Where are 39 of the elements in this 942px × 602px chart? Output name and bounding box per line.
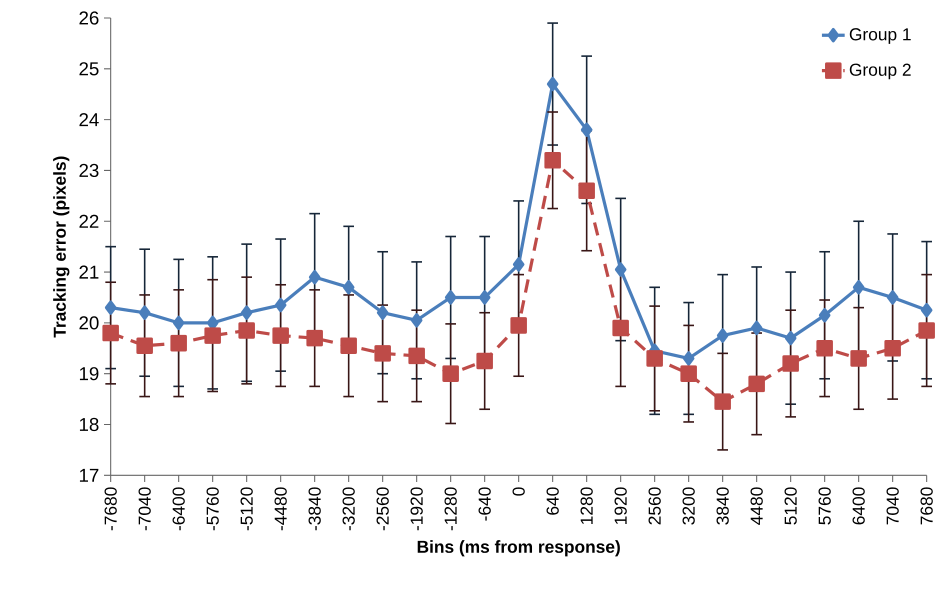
y-tick-label: 20 — [79, 316, 99, 330]
x-tick-label: 2560 — [648, 487, 661, 524]
x-tick-label: -7040 — [138, 487, 151, 530]
x-tick-label: 640 — [546, 487, 559, 515]
x-tick-label: 6400 — [852, 487, 865, 524]
x-tick-label: -4480 — [274, 487, 287, 530]
x-axis-title: Bins (ms from response) — [418, 540, 620, 556]
x-tick-label: 7680 — [920, 487, 933, 524]
x-tick-label: 5120 — [784, 487, 797, 525]
x-tick-label: -3200 — [342, 487, 355, 530]
x-tick-label: 7040 — [886, 487, 899, 524]
x-tick-label: -1280 — [444, 487, 457, 530]
legend-label: Group 2 — [850, 64, 911, 80]
x-tick-label: -640 — [478, 487, 491, 521]
x-tick-label: 5760 — [818, 487, 831, 525]
x-tick-label: -7680 — [104, 487, 117, 530]
x-tick-label: -5760 — [206, 487, 219, 530]
x-tick-label: 1920 — [614, 487, 627, 524]
x-tick-label: -2560 — [376, 487, 389, 530]
y-tick-label: 22 — [79, 214, 98, 228]
x-tick-label: -5120 — [240, 487, 253, 530]
x-tick-label: 0 — [512, 487, 525, 496]
y-tick-label: 21 — [79, 266, 98, 279]
y-tick-label: 17 — [80, 468, 98, 482]
x-tick-label: -3840 — [308, 487, 321, 530]
x-tick-label: -1920 — [410, 487, 423, 530]
y-tick-label: 19 — [80, 367, 98, 380]
y-axis-title: Tracking error (pixels) — [53, 156, 70, 338]
y-tick-label: 26 — [79, 11, 98, 25]
x-tick-label: 3840 — [716, 487, 729, 525]
x-tick-label: 4480 — [750, 487, 763, 525]
legend-label: Group 1 — [850, 28, 911, 44]
y-tick-label: 23 — [79, 164, 98, 178]
x-tick-label: 1280 — [580, 487, 593, 524]
y-tick-label: 24 — [79, 113, 99, 126]
x-tick-label: -6400 — [172, 487, 185, 530]
y-tick-label: 25 — [79, 62, 99, 76]
y-tick-label: 18 — [80, 418, 98, 432]
x-tick-label: 3200 — [682, 487, 695, 525]
